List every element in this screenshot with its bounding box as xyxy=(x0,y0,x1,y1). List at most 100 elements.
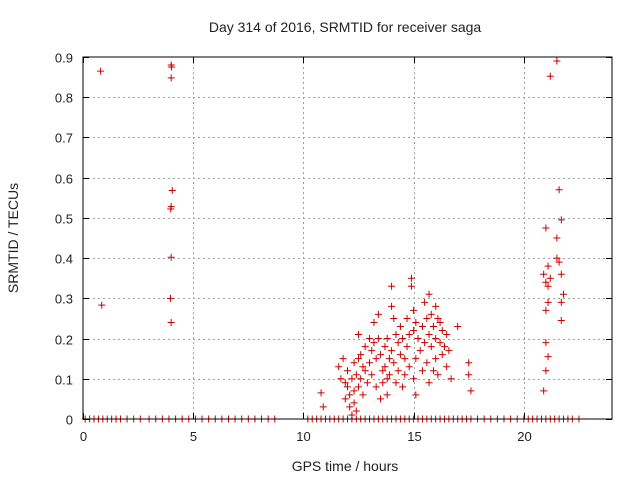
data-point xyxy=(346,391,354,399)
data-point xyxy=(546,72,554,80)
data-point xyxy=(544,353,552,361)
x-tick-label: 20 xyxy=(517,429,531,444)
data-point xyxy=(432,355,440,363)
data-point xyxy=(542,339,550,347)
data-point xyxy=(557,298,565,306)
data-point xyxy=(421,298,429,306)
data-point xyxy=(379,379,387,387)
data-point xyxy=(359,363,367,371)
data-point xyxy=(425,331,433,339)
data-point xyxy=(366,335,374,343)
point-layer xyxy=(81,57,583,423)
data-point xyxy=(405,331,413,339)
y-tick-label: 0 xyxy=(66,413,73,428)
data-point xyxy=(465,359,473,367)
data-point xyxy=(436,318,444,326)
data-point xyxy=(401,371,409,379)
data-point xyxy=(429,322,437,330)
data-point xyxy=(167,294,175,302)
data-point xyxy=(443,363,451,371)
data-point xyxy=(368,347,376,355)
x-tick-label: 0 xyxy=(80,429,87,444)
y-tick-label: 0.6 xyxy=(55,172,73,187)
y-tick-label: 0.9 xyxy=(55,51,73,66)
data-point xyxy=(383,335,391,343)
data-point xyxy=(396,351,404,359)
data-point xyxy=(438,327,446,335)
data-point xyxy=(416,347,424,355)
data-point xyxy=(344,367,351,375)
data-point xyxy=(337,375,345,383)
data-point xyxy=(361,343,369,351)
data-point xyxy=(352,407,360,415)
chart-title: Day 314 of 2016, SRMTID for receiver sag… xyxy=(209,19,482,35)
data-point xyxy=(344,383,351,391)
data-point xyxy=(363,379,371,387)
data-point xyxy=(553,254,561,262)
data-point xyxy=(553,57,561,65)
data-point xyxy=(383,391,391,399)
data-point xyxy=(346,403,354,411)
data-point xyxy=(97,67,105,75)
data-point xyxy=(555,186,563,194)
data-point xyxy=(392,379,400,387)
data-point xyxy=(418,322,426,330)
data-point xyxy=(432,302,440,310)
data-point xyxy=(542,224,550,232)
y-tick-label: 0.5 xyxy=(55,212,73,227)
data-point xyxy=(467,387,475,395)
data-point xyxy=(407,282,415,290)
data-point xyxy=(544,298,552,306)
data-point xyxy=(390,314,398,322)
data-point xyxy=(553,234,561,242)
data-point xyxy=(352,371,360,379)
data-point xyxy=(544,282,552,290)
data-point xyxy=(399,383,407,391)
data-point xyxy=(432,335,440,343)
data-point xyxy=(421,339,429,347)
y-tick-label: 0.1 xyxy=(55,373,73,388)
data-point xyxy=(341,379,349,387)
data-point xyxy=(418,367,426,375)
x-tick-label: 15 xyxy=(407,429,421,444)
data-point xyxy=(412,318,420,326)
data-point xyxy=(542,367,550,375)
data-point xyxy=(440,343,448,351)
data-point xyxy=(540,270,548,278)
data-point xyxy=(427,343,435,351)
data-point xyxy=(355,331,363,339)
data-point xyxy=(542,278,550,286)
data-point xyxy=(425,290,433,298)
data-point xyxy=(381,343,389,351)
data-point xyxy=(412,391,420,399)
plot-frame xyxy=(82,56,613,420)
data-point xyxy=(394,339,402,347)
data-point xyxy=(443,331,451,339)
x-tick-label: 10 xyxy=(296,429,310,444)
data-point xyxy=(377,395,385,403)
data-point xyxy=(410,306,418,314)
data-point xyxy=(465,371,473,379)
data-point xyxy=(427,310,435,318)
data-point xyxy=(372,355,380,363)
data-point xyxy=(388,282,396,290)
data-point xyxy=(423,314,431,322)
data-point xyxy=(407,274,415,282)
data-point xyxy=(542,306,550,314)
data-point xyxy=(394,367,402,375)
data-point xyxy=(434,371,442,379)
data-point xyxy=(405,363,413,371)
x-tick-label: 5 xyxy=(190,429,197,444)
y-axis-label: SRMTID / TECUs xyxy=(5,183,21,293)
data-point xyxy=(403,314,411,322)
data-point xyxy=(390,359,398,367)
data-point xyxy=(370,318,378,326)
data-point xyxy=(381,363,389,371)
data-point xyxy=(355,383,363,391)
data-point xyxy=(560,290,568,298)
data-point xyxy=(379,367,387,375)
data-point xyxy=(410,375,418,383)
data-point xyxy=(445,347,453,355)
data-point xyxy=(167,205,175,213)
